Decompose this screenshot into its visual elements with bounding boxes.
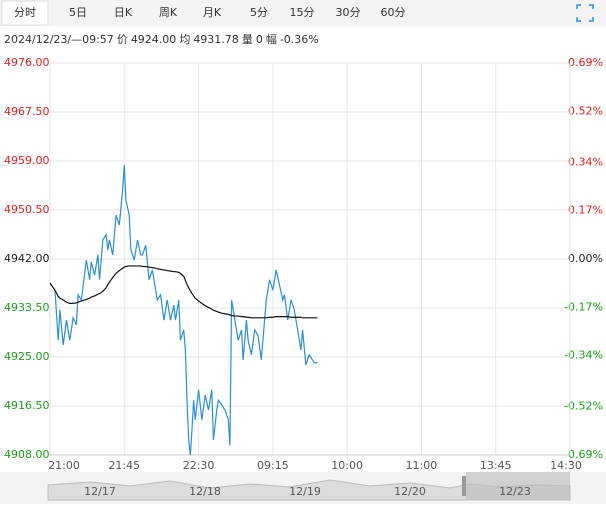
tab[interactable]: 周K	[159, 6, 178, 19]
tab[interactable]: 30分	[336, 6, 361, 19]
y2-tick-label: 0.00%	[568, 252, 603, 265]
y-tick-label: 4908.00	[4, 448, 50, 461]
info-bar: 2024/12/23/—09:57 价 4924.00 均 4931.78 量 0 幅 -0.3…	[4, 33, 319, 46]
info-vol-label: 量	[242, 33, 253, 46]
y-tick-label: 4967.50	[4, 105, 50, 118]
tab[interactable]: 日K	[114, 6, 133, 19]
y2-tick-label: -0.69%	[564, 448, 603, 461]
x-tick-label: 21:45	[108, 459, 140, 472]
x-tick-label: 09:15	[257, 459, 289, 472]
navigator-window[interactable]	[466, 472, 570, 500]
tab[interactable]: 15分	[290, 6, 315, 19]
navigator-date: 12/23	[499, 485, 531, 498]
tab[interactable]: 5分	[250, 6, 268, 19]
fullscreen-icon[interactable]	[576, 4, 594, 22]
y2-tick-label: 0.69%	[568, 56, 603, 69]
info-amp-label: 幅	[266, 33, 277, 46]
info-avg: 4931.78	[193, 33, 239, 46]
y-tick-label: 4925.00	[4, 350, 50, 363]
info-amp: -0.36%	[280, 33, 319, 46]
selected-tab-bg	[1, 0, 49, 26]
info-avg-label: 均	[179, 33, 190, 46]
x-tick-label: 11:00	[406, 459, 438, 472]
y-tick-label: 4942.00	[4, 252, 50, 265]
y2-tick-label: 0.17%	[568, 204, 603, 217]
navigator-handle[interactable]	[462, 476, 466, 496]
y2-tick-label: 0.52%	[568, 104, 603, 117]
info-time: 2024/12/23/—09:57	[4, 33, 114, 46]
price-line	[49, 164, 318, 456]
y2-tick-label: -0.17%	[564, 300, 603, 313]
navigator-date: 12/18	[189, 485, 221, 498]
y-tick-label: 4976.00	[4, 56, 50, 69]
tab[interactable]: 5日	[69, 6, 87, 19]
tab[interactable]: 60分	[381, 6, 406, 19]
x-tick-label: 10:00	[331, 459, 363, 472]
info-price-label: 价	[117, 33, 128, 46]
price-line	[49, 265, 318, 319]
tab[interactable]: 月K	[203, 6, 222, 19]
y2-tick-label: -0.34%	[564, 349, 603, 362]
x-tick-label: 22:30	[183, 459, 215, 472]
navigator-date: 12/19	[289, 485, 321, 498]
x-tick-label: 21:00	[48, 459, 80, 472]
y2-tick-label: 0.34%	[568, 155, 603, 168]
y-tick-label: 4959.00	[4, 154, 50, 167]
tab[interactable]: 分时	[14, 6, 36, 19]
x-tick-label: 13:45	[480, 459, 512, 472]
tabs: 分时 5日 日K 周K 月K 5分 15分 30分 60分	[14, 6, 406, 19]
info-vol: 0	[256, 33, 263, 46]
y-tick-label: 4933.50	[4, 301, 50, 314]
info-price: 4924.00	[131, 33, 177, 46]
y-tick-label: 4950.50	[4, 203, 50, 216]
navigator-date: 12/20	[394, 485, 426, 498]
navigator-date: 12/17	[84, 485, 116, 498]
y-tick-label: 4916.50	[4, 399, 50, 412]
toolbar	[0, 0, 606, 26]
y2-tick-label: -0.52%	[564, 400, 603, 413]
x-tick-label: 14:30	[550, 459, 582, 472]
